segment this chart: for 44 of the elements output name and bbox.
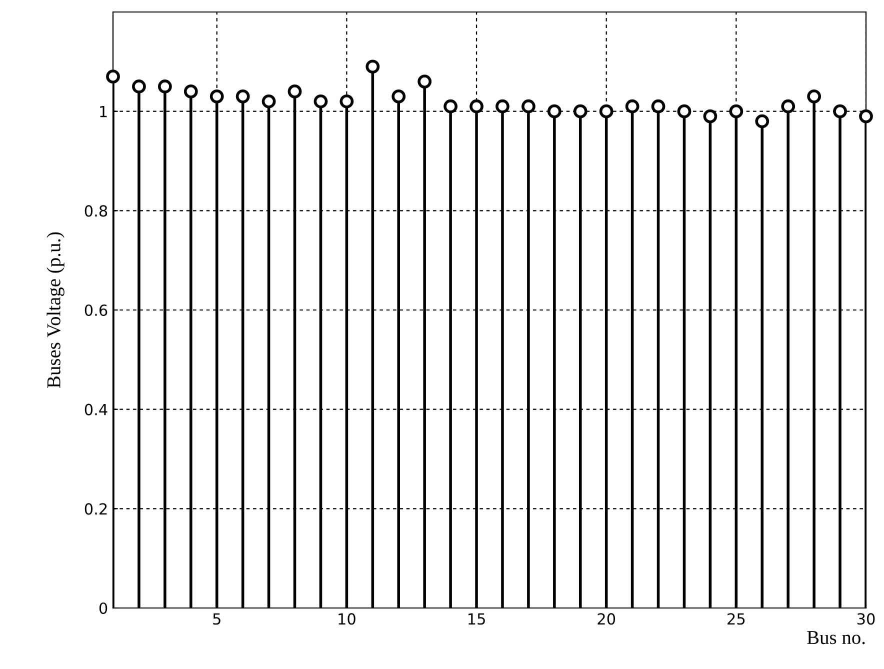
- y-tick-label: 0.8: [84, 205, 108, 217]
- y-tick-label: 0.2: [84, 503, 107, 515]
- point: [651, 99, 666, 114]
- point: [158, 80, 172, 94]
- point: [106, 70, 120, 84]
- point: [522, 99, 536, 114]
- point: [677, 104, 692, 118]
- point: [262, 94, 276, 108]
- x-tick-label: 15: [468, 613, 485, 625]
- x-axis-title: Bus no.: [807, 631, 865, 644]
- point: [729, 104, 744, 118]
- point: [210, 89, 224, 104]
- point: [184, 84, 198, 98]
- point: [859, 109, 873, 124]
- point: [444, 99, 458, 114]
- point: [132, 80, 146, 94]
- x-tick-label: 25: [728, 613, 745, 625]
- point: [418, 74, 432, 88]
- point: [470, 99, 484, 114]
- point: [625, 99, 640, 114]
- point: [340, 94, 354, 108]
- x-tick-label: 30: [857, 613, 875, 625]
- y-axis-title: Buses Voltage (p.u.): [46, 232, 64, 388]
- x-tick-label: 5: [213, 613, 220, 625]
- point: [547, 104, 562, 118]
- point: [599, 104, 614, 118]
- point: [781, 99, 796, 114]
- point: [833, 104, 847, 118]
- y-tick-label: 0.4: [84, 404, 108, 416]
- y-tick-label: 0.6: [84, 304, 108, 316]
- x-tick-label: 10: [338, 613, 356, 625]
- point: [573, 104, 588, 118]
- point: [807, 89, 822, 104]
- point: [236, 89, 250, 104]
- y-tick-label: 1: [100, 106, 107, 118]
- point: [314, 94, 328, 108]
- x-tick-label: 20: [598, 613, 616, 625]
- y-tick-label: 0: [99, 602, 108, 614]
- point: [755, 114, 770, 128]
- point: [288, 84, 302, 98]
- point: [496, 99, 510, 114]
- point: [366, 60, 380, 74]
- point: [392, 89, 406, 104]
- point: [703, 109, 718, 124]
